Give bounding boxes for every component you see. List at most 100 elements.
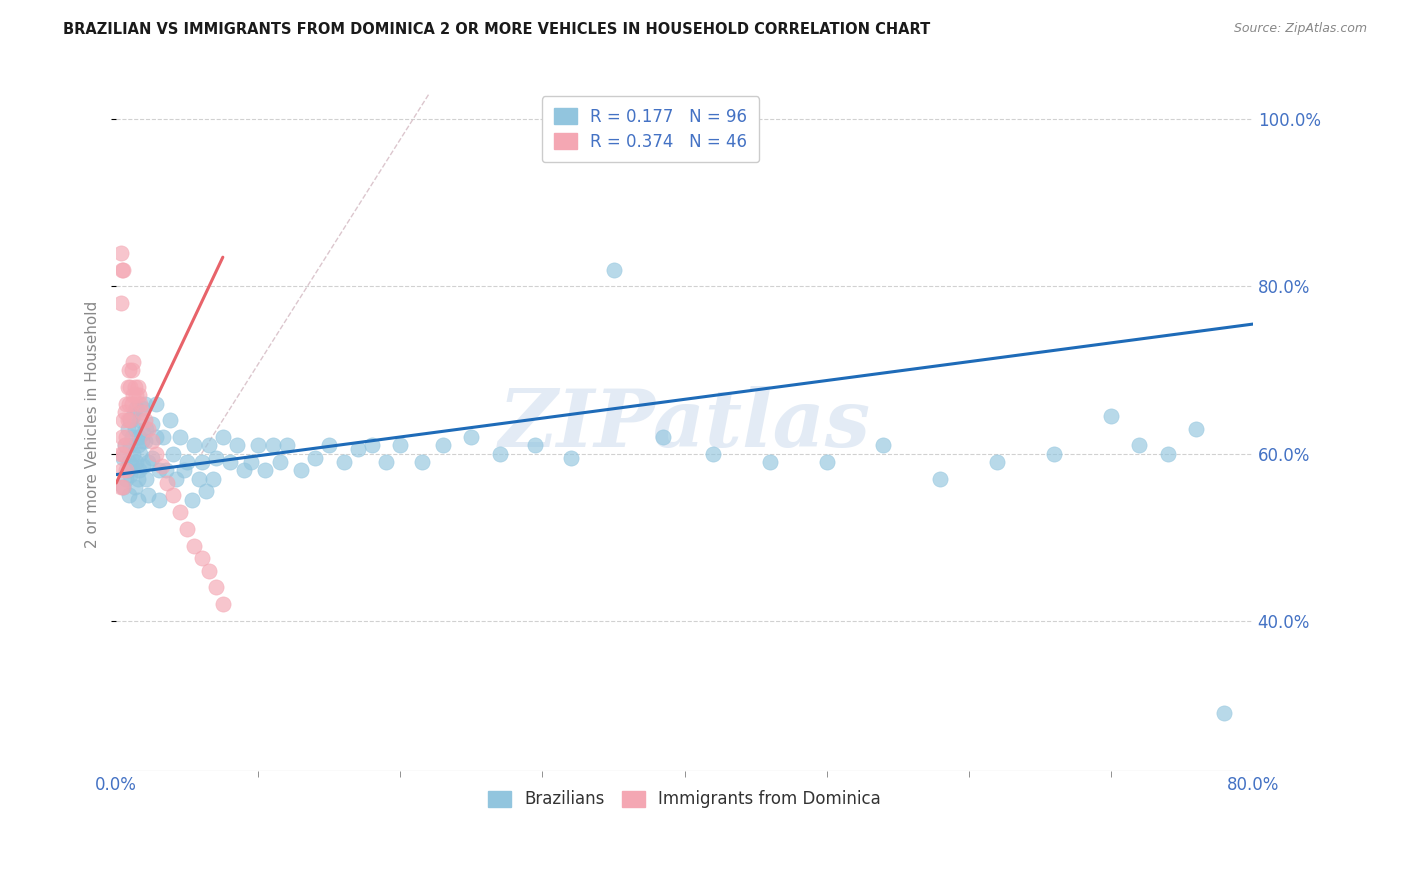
Point bbox=[124, 480, 146, 494]
Point bbox=[121, 396, 143, 410]
Point bbox=[489, 447, 512, 461]
Point bbox=[135, 472, 157, 486]
Point bbox=[165, 472, 187, 486]
Point bbox=[1128, 438, 1150, 452]
Point bbox=[115, 396, 138, 410]
Point bbox=[194, 484, 217, 499]
Point bbox=[219, 455, 242, 469]
Point bbox=[332, 455, 354, 469]
Point bbox=[129, 447, 152, 461]
Point bbox=[111, 430, 134, 444]
Point bbox=[110, 246, 132, 260]
Point bbox=[460, 430, 482, 444]
Point bbox=[276, 438, 298, 452]
Point bbox=[118, 396, 141, 410]
Point bbox=[176, 455, 198, 469]
Point bbox=[169, 430, 191, 444]
Point bbox=[150, 459, 173, 474]
Point bbox=[1156, 447, 1178, 461]
Point bbox=[112, 480, 135, 494]
Point bbox=[1213, 706, 1236, 720]
Point bbox=[180, 492, 202, 507]
Point bbox=[115, 472, 138, 486]
Point bbox=[197, 438, 219, 452]
Point bbox=[560, 450, 582, 465]
Point bbox=[112, 413, 135, 427]
Point bbox=[125, 388, 148, 402]
Point bbox=[127, 438, 149, 452]
Point bbox=[183, 438, 205, 452]
Point bbox=[124, 380, 146, 394]
Point bbox=[190, 455, 212, 469]
Point bbox=[118, 488, 141, 502]
Point bbox=[122, 409, 145, 423]
Point bbox=[136, 488, 159, 502]
Point bbox=[118, 363, 141, 377]
Point bbox=[254, 463, 277, 477]
Point bbox=[114, 405, 136, 419]
Point bbox=[929, 472, 952, 486]
Point bbox=[135, 421, 157, 435]
Point bbox=[118, 455, 141, 469]
Point bbox=[162, 488, 184, 502]
Point bbox=[702, 447, 724, 461]
Point bbox=[125, 455, 148, 469]
Point bbox=[121, 430, 143, 444]
Point bbox=[432, 438, 454, 452]
Point bbox=[110, 296, 132, 310]
Point bbox=[115, 463, 138, 477]
Point bbox=[173, 463, 195, 477]
Point bbox=[111, 463, 134, 477]
Point bbox=[115, 430, 138, 444]
Point bbox=[132, 425, 155, 440]
Point bbox=[122, 447, 145, 461]
Point bbox=[127, 492, 149, 507]
Point bbox=[204, 450, 226, 465]
Point bbox=[204, 581, 226, 595]
Point bbox=[120, 413, 142, 427]
Point bbox=[759, 455, 782, 469]
Point bbox=[524, 438, 547, 452]
Point bbox=[114, 438, 136, 452]
Point bbox=[226, 438, 249, 452]
Point bbox=[117, 421, 139, 435]
Point bbox=[120, 413, 142, 427]
Point bbox=[117, 413, 139, 427]
Point bbox=[201, 472, 224, 486]
Point bbox=[141, 450, 163, 465]
Point bbox=[269, 455, 291, 469]
Point bbox=[117, 380, 139, 394]
Point bbox=[134, 413, 156, 427]
Point bbox=[1185, 421, 1208, 435]
Point bbox=[389, 438, 412, 452]
Point bbox=[1043, 447, 1066, 461]
Point bbox=[128, 463, 150, 477]
Point bbox=[318, 438, 340, 452]
Point bbox=[233, 463, 256, 477]
Point bbox=[183, 539, 205, 553]
Point bbox=[132, 459, 155, 474]
Point bbox=[114, 438, 136, 452]
Point bbox=[124, 421, 146, 435]
Text: BRAZILIAN VS IMMIGRANTS FROM DOMINICA 2 OR MORE VEHICLES IN HOUSEHOLD CORRELATIO: BRAZILIAN VS IMMIGRANTS FROM DOMINICA 2 … bbox=[63, 22, 931, 37]
Point bbox=[117, 463, 139, 477]
Point bbox=[176, 522, 198, 536]
Point bbox=[122, 388, 145, 402]
Point bbox=[156, 475, 179, 490]
Point bbox=[197, 564, 219, 578]
Point bbox=[110, 480, 132, 494]
Point bbox=[131, 401, 153, 415]
Point bbox=[120, 380, 142, 394]
Point bbox=[111, 262, 134, 277]
Point bbox=[159, 413, 181, 427]
Point bbox=[134, 396, 156, 410]
Point bbox=[129, 413, 152, 427]
Point bbox=[361, 438, 384, 452]
Point bbox=[127, 380, 149, 394]
Point bbox=[346, 442, 368, 457]
Point bbox=[131, 405, 153, 419]
Point bbox=[815, 455, 838, 469]
Point bbox=[162, 447, 184, 461]
Point bbox=[110, 447, 132, 461]
Point bbox=[247, 438, 270, 452]
